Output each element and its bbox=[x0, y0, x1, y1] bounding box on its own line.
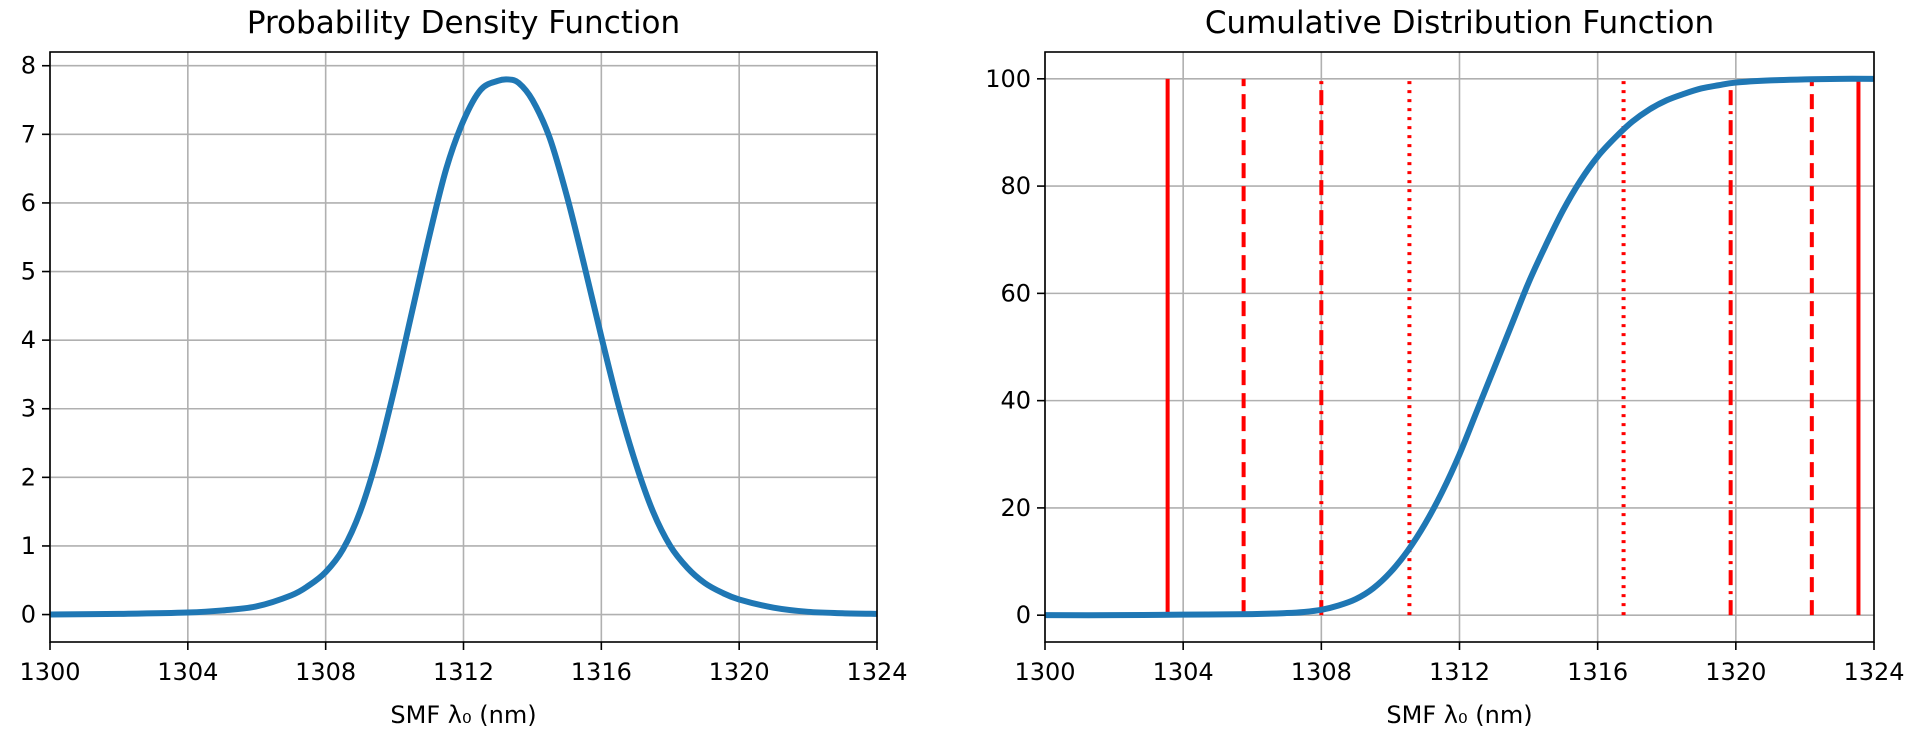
pdf-ytick-label: 4 bbox=[21, 326, 36, 354]
pdf-ytick-label: 8 bbox=[21, 52, 36, 80]
cdf-ytick-label: 100 bbox=[985, 65, 1031, 93]
pdf-ytick-label: 1 bbox=[21, 532, 36, 560]
cdf-ytick-label: 20 bbox=[1000, 494, 1031, 522]
pdf-xtick-label: 1300 bbox=[19, 658, 80, 686]
pdf-ytick-label: 2 bbox=[21, 463, 36, 491]
cdf-xtick-label: 1320 bbox=[1705, 658, 1766, 686]
cdf-ytick-label: 40 bbox=[1000, 387, 1031, 415]
pdf-chart: 1300 1304 1308 1312 1316 1320 1324 0 1 2 3 4 5 6 7 8 Pro… bbox=[19, 5, 907, 729]
pdf-chart-title: Probability Density Function bbox=[247, 5, 680, 41]
pdf-xtick-label: 1304 bbox=[157, 658, 218, 686]
pdf-series-line-0 bbox=[50, 76, 877, 618]
pdf-xtick-label: 1324 bbox=[846, 658, 907, 686]
cdf-ytick-label: 60 bbox=[1000, 279, 1031, 307]
pdf-ytick-label: 3 bbox=[21, 395, 36, 423]
cdf-ytick-label: 0 bbox=[1016, 601, 1031, 629]
cdf-xtick-label: 1316 bbox=[1567, 658, 1628, 686]
pdf-ytick-label: 7 bbox=[21, 120, 36, 148]
cdf-ytick-label: 80 bbox=[1000, 172, 1031, 200]
pdf-xtick-label: 1312 bbox=[433, 658, 494, 686]
cdf-x-axis-label: SMF λ₀ (nm) bbox=[1386, 701, 1532, 729]
pdf-ytick-label: 5 bbox=[21, 258, 36, 286]
cdf-xtick-label: 1324 bbox=[1843, 658, 1904, 686]
pdf-ytick-label: 6 bbox=[21, 189, 36, 217]
cdf-series-line-0 bbox=[1045, 75, 1874, 619]
cdf-xtick-label: 1300 bbox=[1014, 658, 1075, 686]
cdf-chart: 1300 1304 1308 1312 1316 1320 1324 0 20 40 60 80 100… bbox=[985, 5, 1904, 729]
cdf-chart-title: Cumulative Distribution Function bbox=[1205, 5, 1714, 41]
cdf-xtick-label: 1308 bbox=[1291, 658, 1352, 686]
cdf-xtick-label: 1304 bbox=[1153, 658, 1214, 686]
cdf-xtick-label: 1312 bbox=[1429, 658, 1490, 686]
pdf-x-axis-label: SMF λ₀ (nm) bbox=[390, 701, 536, 729]
pdf-xtick-label: 1320 bbox=[709, 658, 770, 686]
pdf-xtick-label: 1316 bbox=[571, 658, 632, 686]
pdf-ytick-label: 0 bbox=[21, 601, 36, 629]
pdf-xtick-label: 1308 bbox=[295, 658, 356, 686]
